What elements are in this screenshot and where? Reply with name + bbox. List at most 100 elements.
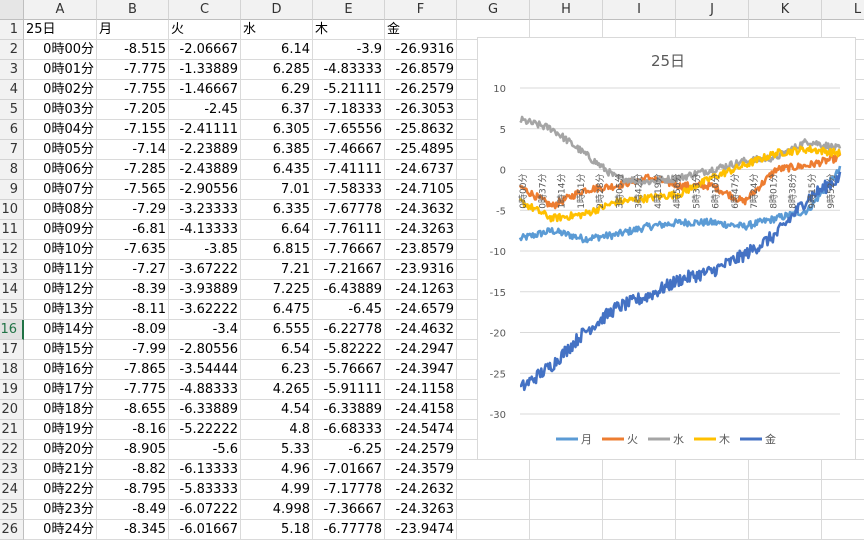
cell-f7[interactable]: -25.4895 — [385, 140, 457, 160]
cell-b22[interactable]: -8.905 — [97, 440, 169, 460]
cell-f3[interactable]: -26.8579 — [385, 60, 457, 80]
cell-a19[interactable]: 0時17分 — [24, 380, 97, 400]
cell-f18[interactable]: -24.3947 — [385, 360, 457, 380]
cell-d2[interactable]: 6.14 — [241, 40, 313, 60]
cell-a25[interactable]: 0時23分 — [24, 500, 97, 520]
cell-e19[interactable]: -5.91111 — [313, 380, 385, 400]
cell-e20[interactable]: -6.33889 — [313, 400, 385, 420]
cell-f17[interactable]: -24.2947 — [385, 340, 457, 360]
row-header-3[interactable]: 3 — [0, 60, 24, 80]
cell-e17[interactable]: -5.82222 — [313, 340, 385, 360]
cell-d18[interactable]: 6.23 — [241, 360, 313, 380]
row-header-25[interactable]: 25 — [0, 500, 24, 520]
cell-d1[interactable]: 水 — [241, 20, 313, 40]
cell-d12[interactable]: 6.815 — [241, 240, 313, 260]
cell-d17[interactable]: 6.54 — [241, 340, 313, 360]
row-header-23[interactable]: 23 — [0, 460, 24, 480]
cell-c8[interactable]: -2.43889 — [169, 160, 241, 180]
cell-g23[interactable] — [457, 460, 530, 480]
row-header-21[interactable]: 21 — [0, 420, 24, 440]
cell-f2[interactable]: -26.9316 — [385, 40, 457, 60]
cell-c2[interactable]: -2.06667 — [169, 40, 241, 60]
cell-f16[interactable]: -24.4632 — [385, 320, 457, 340]
cell-b11[interactable]: -6.81 — [97, 220, 169, 240]
column-header-d[interactable]: D — [241, 0, 313, 20]
cell-c26[interactable]: -6.01667 — [169, 520, 241, 540]
cell-f15[interactable]: -24.6579 — [385, 300, 457, 320]
cell-e23[interactable]: -7.01667 — [313, 460, 385, 480]
cell-e1[interactable]: 木 — [313, 20, 385, 40]
cell-f23[interactable]: -24.3579 — [385, 460, 457, 480]
cell-c3[interactable]: -1.33889 — [169, 60, 241, 80]
line-chart[interactable]: 25日 10 5 0 -5 -10 -15 -20 -25 -30 0時00分 0時37分 1時14… — [477, 37, 856, 460]
cell-k26[interactable] — [749, 520, 822, 540]
cell-b13[interactable]: -7.27 — [97, 260, 169, 280]
cell-e15[interactable]: -6.45 — [313, 300, 385, 320]
cell-c6[interactable]: -2.41111 — [169, 120, 241, 140]
row-header-18[interactable]: 18 — [0, 360, 24, 380]
cell-e6[interactable]: -7.65556 — [313, 120, 385, 140]
cell-d6[interactable]: 6.305 — [241, 120, 313, 140]
cell-e16[interactable]: -6.22778 — [313, 320, 385, 340]
chart-legend[interactable]: 月火水木金 — [556, 432, 776, 446]
row-header-5[interactable]: 5 — [0, 100, 24, 120]
cell-e3[interactable]: -4.83333 — [313, 60, 385, 80]
cell-k25[interactable] — [749, 500, 822, 520]
cell-b18[interactable]: -7.865 — [97, 360, 169, 380]
cell-l24[interactable] — [822, 480, 864, 500]
cell-d13[interactable]: 7.21 — [241, 260, 313, 280]
cell-h25[interactable] — [530, 500, 603, 520]
cell-a16[interactable]: 0時14分 — [24, 320, 97, 340]
cell-a6[interactable]: 0時04分 — [24, 120, 97, 140]
cell-b17[interactable]: -7.99 — [97, 340, 169, 360]
cell-a15[interactable]: 0時13分 — [24, 300, 97, 320]
cell-b16[interactable]: -8.09 — [97, 320, 169, 340]
cell-d24[interactable]: 4.99 — [241, 480, 313, 500]
cell-i24[interactable] — [603, 480, 676, 500]
cell-l25[interactable] — [822, 500, 864, 520]
cell-d25[interactable]: 4.998 — [241, 500, 313, 520]
cell-d9[interactable]: 7.01 — [241, 180, 313, 200]
cell-e2[interactable]: -3.9 — [313, 40, 385, 60]
cell-c4[interactable]: -1.46667 — [169, 80, 241, 100]
series-line-3[interactable] — [518, 145, 842, 223]
column-header-b[interactable]: B — [97, 0, 169, 20]
cell-c21[interactable]: -5.22222 — [169, 420, 241, 440]
cell-e25[interactable]: -7.36667 — [313, 500, 385, 520]
cell-b4[interactable]: -7.755 — [97, 80, 169, 100]
cell-i25[interactable] — [603, 500, 676, 520]
cell-a14[interactable]: 0時12分 — [24, 280, 97, 300]
row-header-22[interactable]: 22 — [0, 440, 24, 460]
row-header-20[interactable]: 20 — [0, 400, 24, 420]
cell-f20[interactable]: -24.4158 — [385, 400, 457, 420]
cell-l23[interactable] — [822, 460, 864, 480]
cell-a24[interactable]: 0時22分 — [24, 480, 97, 500]
row-header-9[interactable]: 9 — [0, 180, 24, 200]
cell-f8[interactable]: -24.6737 — [385, 160, 457, 180]
cell-f6[interactable]: -25.8632 — [385, 120, 457, 140]
cell-c15[interactable]: -3.62222 — [169, 300, 241, 320]
cell-e11[interactable]: -7.76111 — [313, 220, 385, 240]
cell-a7[interactable]: 0時05分 — [24, 140, 97, 160]
cell-a21[interactable]: 0時19分 — [24, 420, 97, 440]
cell-d20[interactable]: 4.54 — [241, 400, 313, 420]
cell-g25[interactable] — [457, 500, 530, 520]
column-header-l[interactable]: L — [822, 0, 864, 20]
cell-c9[interactable]: -2.90556 — [169, 180, 241, 200]
cell-f5[interactable]: -26.3053 — [385, 100, 457, 120]
cell-i23[interactable] — [603, 460, 676, 480]
cell-b6[interactable]: -7.155 — [97, 120, 169, 140]
cell-b8[interactable]: -7.285 — [97, 160, 169, 180]
cell-i26[interactable] — [603, 520, 676, 540]
cell-a5[interactable]: 0時03分 — [24, 100, 97, 120]
row-header-19[interactable]: 19 — [0, 380, 24, 400]
column-header-j[interactable]: J — [676, 0, 749, 20]
cell-l26[interactable] — [822, 520, 864, 540]
cell-a3[interactable]: 0時01分 — [24, 60, 97, 80]
cell-e8[interactable]: -7.41111 — [313, 160, 385, 180]
cell-g24[interactable] — [457, 480, 530, 500]
cell-c24[interactable]: -5.83333 — [169, 480, 241, 500]
cell-h26[interactable] — [530, 520, 603, 540]
row-header-16[interactable]: 16 — [0, 320, 24, 340]
cell-e5[interactable]: -7.18333 — [313, 100, 385, 120]
